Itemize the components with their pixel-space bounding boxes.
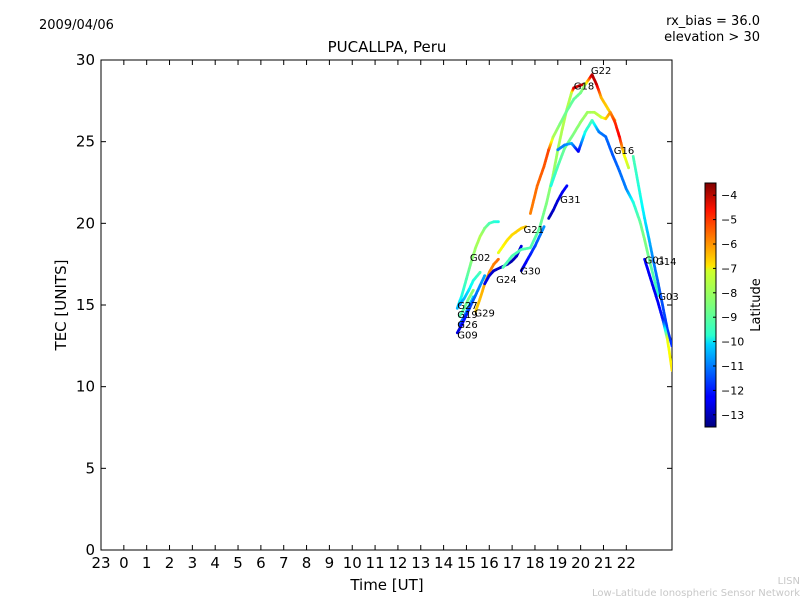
- x-tick-label: 3: [188, 554, 198, 572]
- colorbar-label: Latitude: [749, 278, 764, 332]
- colorbar-tick-label: −9: [721, 311, 737, 324]
- credit-network: Low-Latitude Ionospheric Sensor Network: [592, 588, 800, 599]
- y-axis-label: TEC [UNITS]: [52, 260, 70, 352]
- satellite-label-G18: G18: [574, 81, 594, 92]
- rx-bias-label: rx_bias = 36.0: [666, 14, 760, 29]
- series-G09: [455, 274, 487, 335]
- x-tick-label: 12: [388, 554, 407, 572]
- data-point: [471, 288, 475, 292]
- satellite-label-G27: G27: [457, 301, 477, 312]
- x-tick-label: 6: [256, 554, 266, 572]
- colorbar-tick-label: −8: [721, 287, 737, 300]
- colorbar-tick-label: −7: [721, 262, 737, 275]
- series-G21: [497, 225, 528, 255]
- x-tick-label: 7: [279, 554, 289, 572]
- y-tick-label: 5: [85, 459, 95, 477]
- series-G14: [556, 119, 660, 297]
- x-tick-label: 17: [503, 554, 522, 572]
- satellite-label-G19: G19: [457, 310, 477, 321]
- x-axis-label: Time [UT]: [349, 576, 423, 594]
- data-point: [627, 166, 630, 170]
- x-tick-label: 23: [91, 554, 110, 572]
- x-tick-label: 14: [434, 554, 453, 572]
- data-point: [483, 274, 487, 277]
- x-tick-label: 8: [302, 554, 312, 572]
- x-tick-label: 11: [366, 554, 385, 572]
- data-point: [565, 184, 569, 188]
- y-tick-label: 20: [76, 214, 95, 232]
- data-point: [542, 225, 546, 229]
- elevation-label: elevation > 30: [664, 30, 760, 45]
- data-points: [455, 73, 672, 372]
- satellite-label-G30: G30: [520, 267, 540, 278]
- x-tick-label: 16: [480, 554, 499, 572]
- series-G27: [458, 270, 482, 307]
- data-point: [497, 257, 500, 261]
- x-tick-label: 0: [119, 554, 129, 572]
- x-tick-label: 1: [142, 554, 152, 572]
- data-point: [670, 368, 672, 372]
- chart-title: PUCALLPA, Peru: [328, 38, 447, 56]
- colorbar-tick-label: −10: [721, 336, 744, 349]
- x-axis: 23 0 1 2 3 4 5 6 7 8 9 10 11 12 13 14 15 16 17 18 19 20 21 22: [91, 60, 636, 572]
- colorbar-tick-label: −4: [721, 189, 737, 202]
- y-tick-label: 25: [76, 133, 95, 151]
- colorbar-tick-label: −6: [721, 238, 737, 251]
- colorbar-ticks: −4 −5 −6 −7 −8 −9 −10 −11 −12 −13: [713, 189, 744, 422]
- colorbar-tick-label: −11: [721, 360, 744, 373]
- x-tick-label: 21: [594, 554, 613, 572]
- series-G01: [631, 155, 672, 348]
- colorbar-tick-label: −5: [721, 214, 737, 227]
- satellite-label-G02: G02: [470, 253, 490, 264]
- y-tick-label: 0: [85, 541, 95, 559]
- satellite-label-G26: G26: [457, 320, 477, 331]
- x-tick-label: 20: [571, 554, 590, 572]
- data-point: [524, 225, 528, 229]
- x-tick-label: 22: [617, 554, 636, 572]
- x-tick-label: 2: [165, 554, 175, 572]
- satellite-label-G29: G29: [474, 308, 494, 319]
- series-G03: [643, 257, 672, 372]
- colorbar: [704, 182, 717, 428]
- satellite-label-G22: G22: [591, 66, 611, 77]
- series-G31: [547, 184, 569, 220]
- y-axis: 0 5 10 15 20 25 30: [76, 51, 672, 559]
- x-tick-label: 18: [525, 554, 544, 572]
- satellite-label-G16: G16: [614, 146, 634, 157]
- x-tick-label: 4: [210, 554, 220, 572]
- x-tick-label: 13: [411, 554, 430, 572]
- y-tick-label: 30: [76, 51, 95, 69]
- x-tick-label: 19: [548, 554, 567, 572]
- y-tick-label: 10: [76, 378, 95, 396]
- series-G22: [529, 73, 617, 215]
- satellite-label-G31: G31: [560, 195, 580, 206]
- x-tick-label: 10: [343, 554, 362, 572]
- satellite-label-G21: G21: [524, 225, 544, 236]
- colorbar-tick-label: −12: [721, 384, 744, 397]
- satellite-label-G14: G14: [656, 257, 676, 268]
- satellite-label-G24: G24: [496, 275, 516, 286]
- data-point: [497, 220, 500, 224]
- satellite-label-G03: G03: [658, 292, 678, 303]
- satellite-label-G01: G01: [645, 255, 665, 266]
- series-G30: [519, 225, 546, 273]
- plot-area: [100, 59, 673, 551]
- series-G19: [458, 288, 475, 318]
- date-label: 2009/04/06: [39, 18, 114, 33]
- data-point: [656, 293, 660, 297]
- data-point: [478, 270, 482, 274]
- data-point: [670, 344, 672, 348]
- x-tick-label: 15: [457, 554, 476, 572]
- credit-lisn: LISN: [777, 576, 800, 587]
- x-tick-label: 9: [325, 554, 335, 572]
- y-tick-label: 15: [76, 296, 95, 314]
- x-tick-label: 5: [233, 554, 243, 572]
- colorbar-tick-label: −13: [721, 409, 744, 422]
- data-point: [519, 244, 523, 248]
- satellite-label-G09: G09: [457, 330, 477, 341]
